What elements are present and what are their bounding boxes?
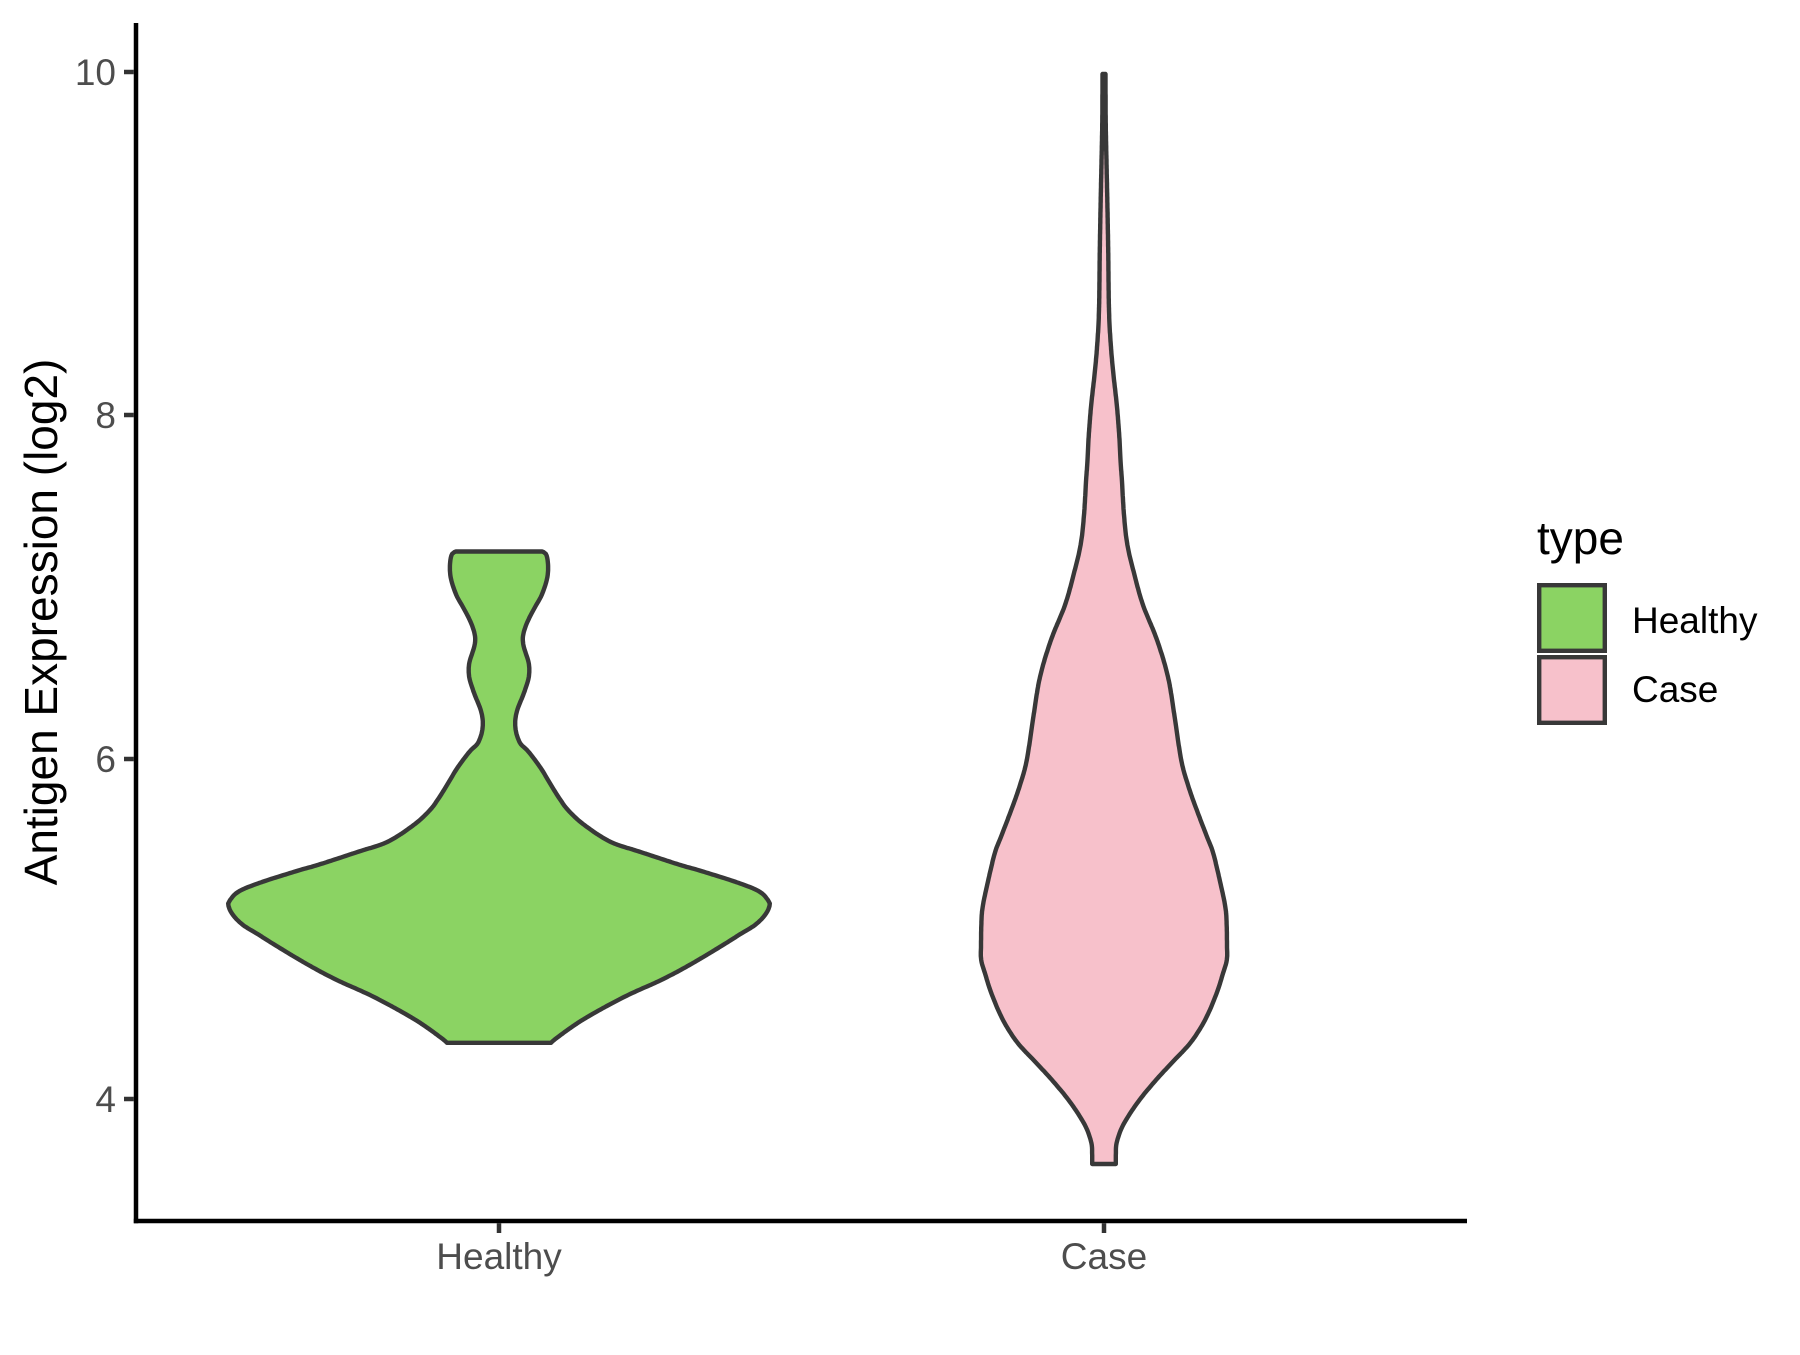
- svg-text:Antigen Expression (log2): Antigen Expression (log2): [15, 359, 67, 886]
- svg-text:Healthy: Healthy: [1632, 600, 1758, 641]
- svg-text:type: type: [1537, 512, 1624, 564]
- svg-text:Case: Case: [1632, 669, 1718, 710]
- svg-text:Healthy: Healthy: [436, 1236, 562, 1277]
- svg-text:6: 6: [95, 739, 116, 780]
- svg-text:4: 4: [95, 1079, 116, 1120]
- svg-text:Case: Case: [1061, 1236, 1147, 1277]
- svg-text:10: 10: [75, 52, 116, 93]
- svg-text:8: 8: [95, 395, 116, 436]
